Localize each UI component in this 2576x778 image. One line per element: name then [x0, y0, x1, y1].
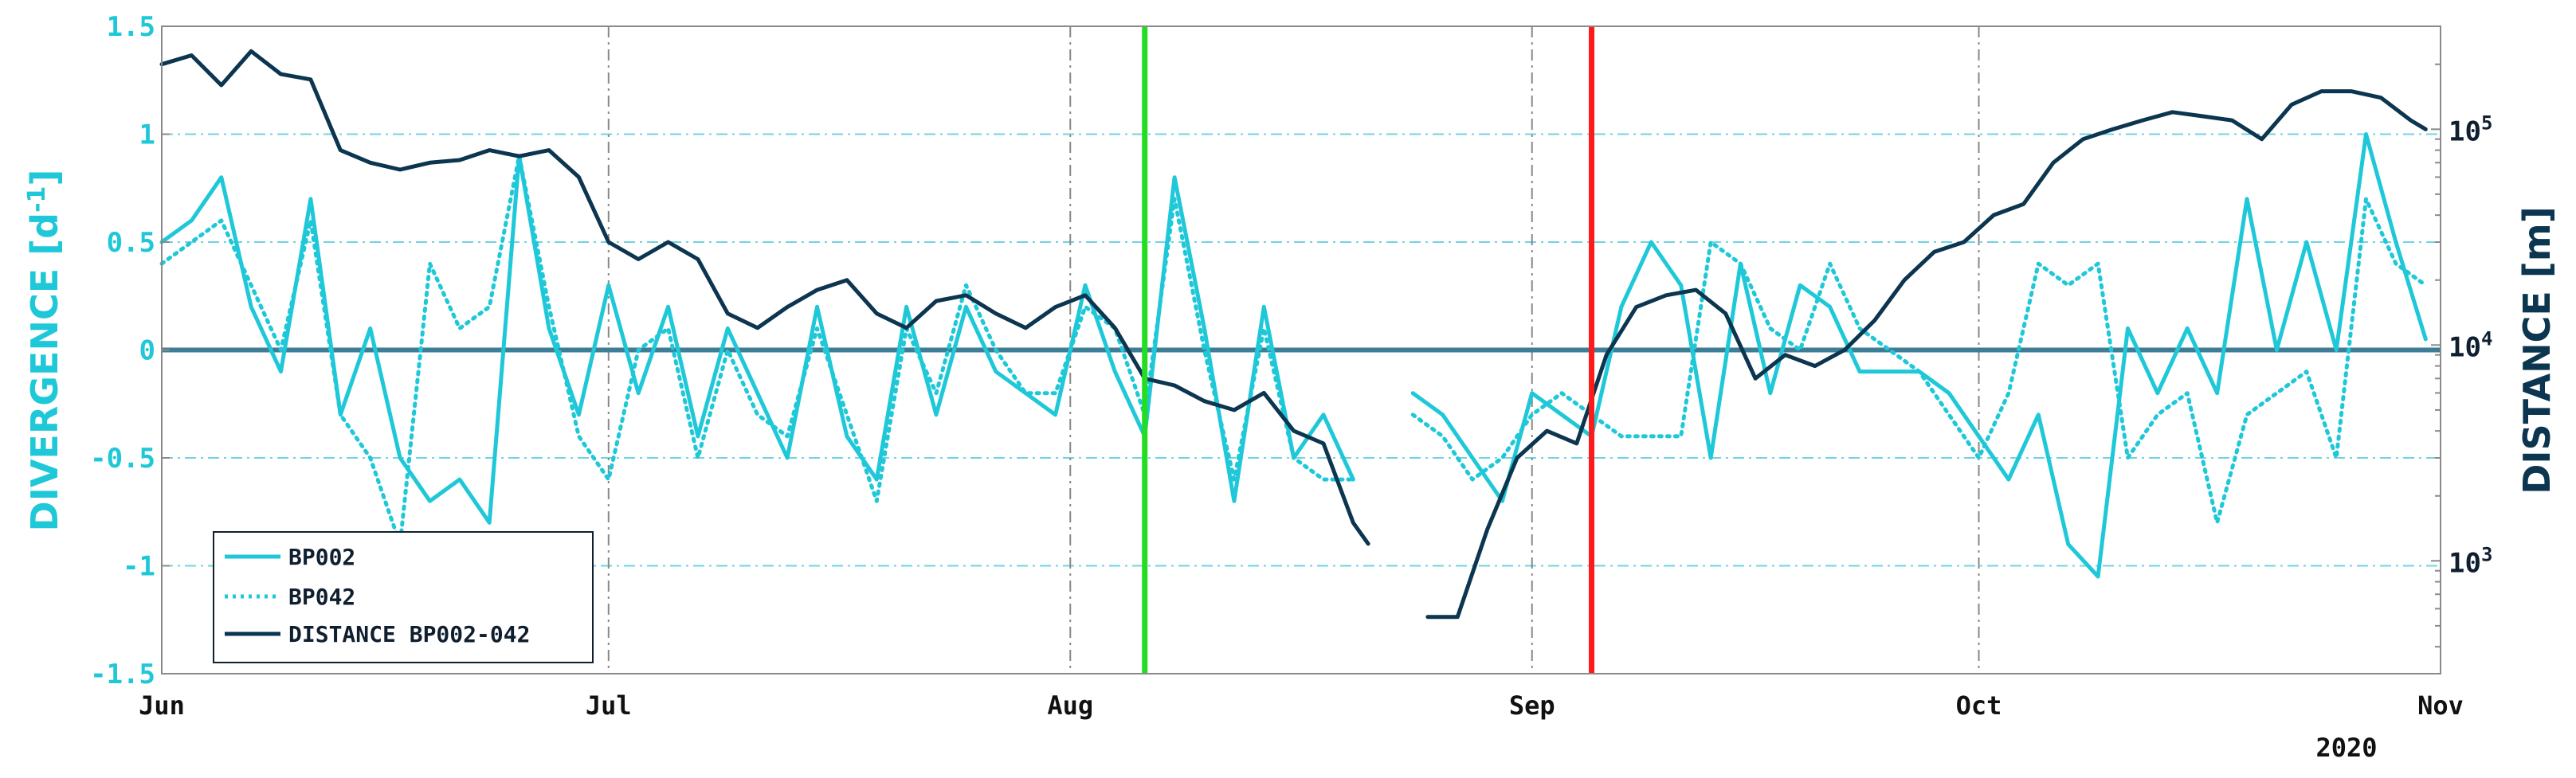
series-line-distance-bp002-042 — [159, 49, 1370, 546]
legend: BP002 BP042 DISTANCE BP002-042 — [213, 531, 594, 663]
right-axis-title: DISTANCE [m] — [2515, 206, 2558, 495]
right-tick-label: 103 — [2449, 543, 2492, 579]
series-line-bp042 — [1410, 197, 2428, 525]
x-year-label: 2020 — [2315, 733, 2377, 763]
series-layer — [159, 49, 2428, 620]
left-axis-ticks: 1.5 1 0.5 0 -0.5 -1 -1.5 — [90, 11, 170, 690]
left-tick-label: 0.5 — [107, 227, 155, 259]
right-tick-label: 105 — [2449, 111, 2492, 147]
left-tick-label: -0.5 — [90, 443, 155, 475]
x-tick-label: Aug — [1047, 690, 1093, 721]
series-line-bp042 — [159, 154, 1355, 546]
left-tick-label: -1.5 — [90, 659, 155, 690]
x-tick-label: Oct — [1956, 690, 2002, 721]
left-tick-label: 1 — [139, 119, 155, 151]
legend-label-distance: DISTANCE BP002-042 — [288, 621, 530, 647]
legend-label-bp002: BP002 — [288, 544, 355, 570]
x-tick-label: Jul — [586, 690, 632, 721]
left-tick-label: 1.5 — [107, 11, 155, 43]
right-axis-ticks: 105 104 103 — [2431, 25, 2492, 674]
right-tick-label: 104 — [2449, 327, 2492, 363]
legend-box — [213, 531, 594, 663]
left-tick-label: 0 — [139, 335, 155, 367]
x-tick-label: Nov — [2417, 690, 2464, 721]
marker-layer — [1142, 26, 1595, 674]
series-line-distance-bp002-042 — [1425, 89, 2428, 620]
x-axis-ticks: Jun Jul Aug Sep Oct Nov — [139, 690, 2464, 721]
left-axis-title: DIVERGENCE [d-1] — [23, 170, 66, 532]
legend-label-bp042: BP042 — [288, 584, 355, 610]
x-tick-label: Sep — [1509, 690, 1555, 721]
x-tick-label: Jun — [139, 690, 185, 721]
left-tick-label: -1 — [123, 551, 155, 583]
